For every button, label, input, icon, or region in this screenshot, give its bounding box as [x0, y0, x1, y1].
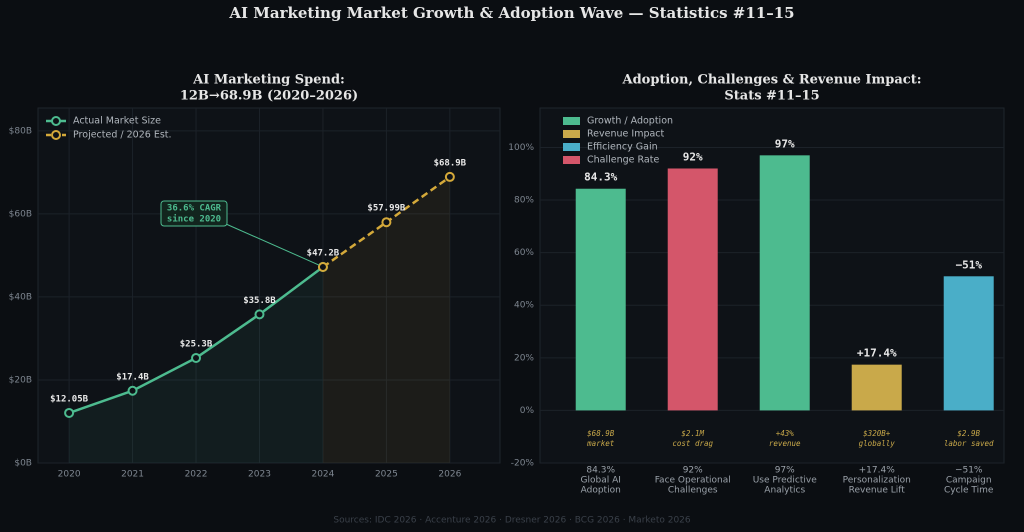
y-tick-label: $40B	[9, 292, 32, 302]
annotation-text: since 2020	[167, 214, 221, 225]
x-tick-label: 2021	[121, 470, 144, 480]
data-point	[317, 262, 328, 273]
data-label: $68.9B	[434, 158, 467, 168]
bar	[759, 155, 810, 411]
data-label: $47.2B	[307, 249, 340, 259]
legend-marker	[51, 130, 61, 140]
data-label: +17.4%	[857, 347, 897, 360]
legend-label: Projected / 2026 Est.	[73, 130, 172, 141]
legend-swatch	[563, 130, 580, 138]
bar	[667, 168, 718, 411]
y-tick-label: 40%	[514, 301, 534, 311]
annotation-text: 36.6% CAGR	[167, 204, 222, 214]
bar-note: labor saved	[944, 439, 994, 448]
y-tick-label: -20%	[511, 459, 535, 469]
legend-label: Revenue Impact	[587, 129, 665, 140]
data-label: $57.99B	[367, 204, 406, 214]
legend-label: Actual Market Size	[73, 116, 161, 127]
x-tick-label: 2024	[311, 470, 334, 480]
y-tick-label: 100%	[508, 143, 534, 153]
data-label: 92%	[683, 150, 703, 163]
bar-note: +43%	[776, 429, 795, 438]
bar	[943, 276, 994, 411]
legend-label: Challenge Rate	[587, 155, 659, 166]
data-point	[254, 309, 265, 320]
x-tick-label: 2026	[438, 470, 461, 480]
legend-swatch	[563, 143, 580, 151]
data-label: 84.3%	[584, 171, 617, 184]
x-tick-label: −51%	[955, 466, 983, 476]
legend-label: Efficiency Gain	[587, 142, 658, 153]
data-point	[127, 385, 138, 396]
x-tick-label: Campaign	[946, 476, 992, 486]
x-tick-label: 2023	[248, 470, 271, 480]
bar-note: $2.9B	[957, 429, 980, 438]
y-tick-label: 80%	[514, 196, 534, 206]
legend-swatch	[563, 117, 580, 125]
y-tick-label: $60B	[9, 209, 32, 219]
data-label: 97%	[775, 137, 795, 150]
data-point	[64, 407, 75, 418]
figure-title: AI Marketing Market Growth & Adoption Wa…	[228, 4, 794, 22]
y-tick-label: 20%	[514, 353, 534, 363]
x-tick-label: 2025	[375, 470, 398, 480]
data-label: $35.8B	[243, 296, 276, 306]
x-tick-label: 92%	[683, 466, 703, 476]
data-label: −51%	[955, 258, 982, 271]
bar-note: cost drag	[672, 439, 713, 448]
bar	[575, 188, 626, 411]
x-tick-label: Personalization	[843, 476, 911, 486]
bar-note: $2.1M	[681, 429, 704, 438]
x-tick-label: 97%	[775, 466, 795, 476]
annotation-box	[160, 200, 228, 227]
x-tick-label: Use Predictive	[753, 476, 818, 486]
x-tick-label: +17.4%	[859, 466, 896, 476]
x-tick-label: Face Operational	[655, 476, 731, 486]
footer: Sources: IDC 2026 · Accenture 2026 · Dre…	[333, 516, 691, 526]
x-tick-label: 2022	[185, 470, 208, 480]
data-label: $12.05B	[50, 394, 89, 404]
y-tick-label: 0%	[520, 406, 535, 416]
chart-title: Adoption, Challenges & Revenue Impact:	[621, 73, 921, 88]
data-point	[381, 217, 392, 228]
x-tick-label: Challenges	[668, 486, 718, 496]
bar-note: market	[586, 439, 615, 448]
bar-note: $68.9B	[587, 429, 615, 438]
x-tick-label: Adoption	[581, 486, 621, 496]
x-tick-label: 2020	[58, 470, 81, 480]
bar-note: globally	[859, 439, 896, 448]
legend-swatch	[563, 156, 580, 164]
x-tick-label: Global AI	[581, 476, 621, 486]
x-tick-label: Revenue Lift	[849, 486, 906, 496]
bar-note: revenue	[769, 439, 801, 448]
data-point	[191, 352, 202, 363]
chart-subtitle: 12B→68.9B (2020–2026)	[180, 89, 358, 104]
bar	[851, 364, 902, 411]
x-tick-label: Cycle Time	[944, 486, 994, 496]
y-tick-label: $0B	[14, 459, 32, 469]
x-tick-label: 84.3%	[586, 466, 615, 476]
y-tick-label: $80B	[9, 126, 32, 136]
y-tick-label: $20B	[9, 375, 32, 385]
bar-note: $320B+	[863, 429, 891, 438]
plot-area	[37, 107, 501, 464]
x-tick-label: Analytics	[764, 486, 805, 496]
area-fill	[322, 176, 450, 463]
data-label: $17.4B	[116, 372, 149, 382]
chart-subtitle: Stats #11–15	[724, 89, 819, 104]
data-label: $25.3B	[180, 339, 213, 349]
chart-title: AI Marketing Spend:	[192, 73, 345, 88]
annotation-arrow	[225, 223, 320, 266]
legend-label: Growth / Adoption	[587, 116, 673, 127]
legend-marker	[51, 116, 61, 126]
data-point	[444, 171, 455, 182]
y-tick-label: 60%	[514, 248, 534, 258]
